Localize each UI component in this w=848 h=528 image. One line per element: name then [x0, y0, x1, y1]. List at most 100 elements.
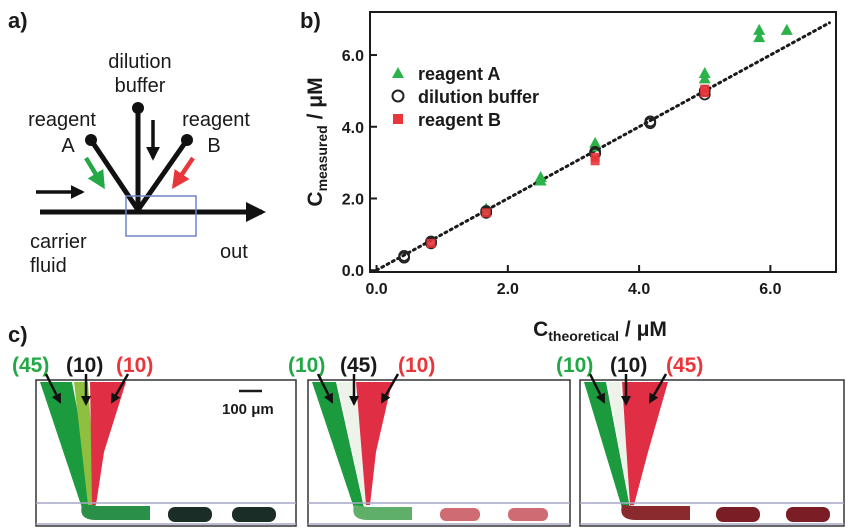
legend-marker-reagent-a: [392, 67, 404, 78]
plug-2-1: [440, 508, 480, 521]
panel-b: b) 0.0 2.0 4.0 6.0 0.0 2.0 4.0 6.0 reagent A di…: [300, 8, 837, 344]
arrow-b-3: [648, 373, 668, 404]
carrier-label-line1: carrier: [30, 231, 87, 253]
point-reagent-B-1: [481, 208, 491, 218]
panel-a: a) dilution buffer reagent A reagent B c…: [8, 8, 266, 277]
x-axis-symbol: C: [533, 318, 548, 341]
reagent-a-inlet: [85, 134, 97, 146]
x-tick-label-2: 4.0: [628, 281, 650, 298]
ratio-buffer-1: (10): [66, 354, 103, 377]
panel-b-letter: b): [300, 8, 321, 33]
plug-3-2: [786, 507, 830, 522]
reagent-a-stream-2: [312, 382, 364, 508]
plug-3-0: [621, 505, 690, 520]
legend-label-reagent-a: reagent A: [418, 64, 500, 84]
zoom-box: [125, 195, 197, 237]
buffer-label-line1: dilution: [108, 51, 171, 73]
buffer-stream-2: [338, 382, 370, 505]
reagent-a-stream-3: [584, 382, 630, 508]
fit-line: [375, 21, 831, 272]
reagent-b-channel: [135, 138, 190, 212]
ratio-buffer-3: (10): [610, 354, 647, 377]
ratio-a-2: (10): [288, 354, 325, 377]
y-axis-symbol: C: [304, 191, 327, 206]
legend-label-dilution-buffer: dilution buffer: [418, 87, 539, 107]
reagent-b-stream-2: [356, 382, 392, 505]
plot-frame: [369, 11, 837, 273]
ratio-a-3: (10): [556, 354, 593, 377]
reagent-a-stream-1: [40, 382, 96, 508]
y-tick-label-3: 6.0: [342, 48, 364, 65]
arrow-b-2: [380, 373, 400, 404]
point-reagent-B-5: [700, 84, 710, 94]
reagent-a-channel: [88, 138, 141, 212]
scale-bar-label: 100 μm: [222, 401, 274, 418]
ratio-buffer-2: (45): [340, 354, 377, 377]
reagent-b-label-line2: B: [207, 135, 220, 157]
micrograph-group-1: (45) (10) (10) 100 μm: [12, 354, 297, 527]
y-tick-label-0: 0.0: [342, 263, 364, 280]
reagent-a-label-line2: A: [61, 135, 75, 157]
x-axis-subscript: theoretical: [548, 328, 619, 344]
point-reagent-A-7: [753, 23, 766, 35]
reagent-a-label-line1: reagent: [28, 109, 96, 131]
point-reagent-A-2: [534, 174, 547, 186]
ratio-a-1: (45): [12, 354, 49, 377]
y-axis-unit: / μM: [304, 77, 327, 125]
reagent-a-flow-arrow: [84, 156, 105, 190]
axis-ticks: [370, 54, 772, 272]
ratio-b-2: (10): [398, 354, 435, 377]
point-reagent-B-3: [590, 156, 600, 166]
point-reagent-B-0: [426, 238, 436, 248]
point-reagent-A-8: [753, 31, 766, 43]
point-reagent-A-9: [780, 23, 793, 35]
plug-3-1: [716, 507, 760, 522]
legend-marker-dilution-buffer: [391, 89, 405, 103]
x-axis-title: Ctheoretical / μM: [533, 318, 667, 344]
legend: reagent A dilution buffer reagent B: [391, 64, 539, 130]
x-axis-unit: / μM: [619, 318, 667, 341]
panel-c-letter: c): [8, 322, 28, 347]
panel-a-letter: a): [8, 8, 28, 33]
data-points: [398, 23, 793, 264]
micrograph-group-3: (10) (10) (45): [556, 354, 845, 527]
buffer-inlet: [132, 102, 144, 114]
plug-1-1: [168, 507, 212, 522]
plug-2-2: [508, 508, 548, 521]
reagent-b-stream-1: [90, 382, 126, 505]
y-tick-label-1: 2.0: [342, 191, 364, 208]
legend-marker-reagent-b: [393, 114, 403, 124]
ratio-b-3: (45): [666, 354, 703, 377]
legend-label-reagent-b: reagent B: [418, 110, 501, 130]
x-tick-label-3: 6.0: [759, 281, 781, 298]
arrow-a-1: [44, 373, 62, 404]
arrow-a-2: [316, 373, 334, 404]
reagent-b-inlet: [181, 134, 193, 146]
arrow-a-3: [588, 373, 606, 404]
carrier-label-line2: fluid: [30, 255, 67, 277]
point-dilution-buffer-1: [398, 249, 411, 262]
reagent-b-label-line1: reagent: [182, 109, 250, 131]
y-axis-subscript: measured: [314, 125, 330, 191]
plug-1-0: [81, 505, 150, 520]
reagent-b-flow-arrow: [171, 156, 195, 189]
x-tick-label-1: 2.0: [497, 281, 519, 298]
plug-1-2: [232, 507, 276, 522]
out-label: out: [220, 241, 248, 263]
arrow-b-1: [110, 373, 130, 404]
ratio-b-1: (10): [116, 354, 153, 377]
y-axis-title: Cmeasured / μM: [304, 77, 330, 206]
x-tick-label-0: 0.0: [365, 281, 387, 298]
point-reagent-A-6: [698, 72, 711, 84]
plug-2-0: [353, 505, 412, 520]
axis-tick-labels: 0.0 2.0 4.0 6.0 0.0 2.0 4.0 6.0: [342, 48, 782, 298]
y-tick-label-2: 4.0: [342, 120, 364, 137]
point-dilution-buffer-9: [644, 117, 657, 130]
buffer-label-line2: buffer: [115, 75, 166, 97]
micrograph-group-2: (10) (45) (10): [288, 354, 571, 527]
buffer-stream-1: [74, 382, 96, 505]
reagent-b-stream-3: [622, 382, 668, 505]
buffer-stream-3: [608, 382, 634, 505]
panel-c: c) (45) (10) (10) 100 μm (10) (45) (10): [8, 322, 845, 527]
